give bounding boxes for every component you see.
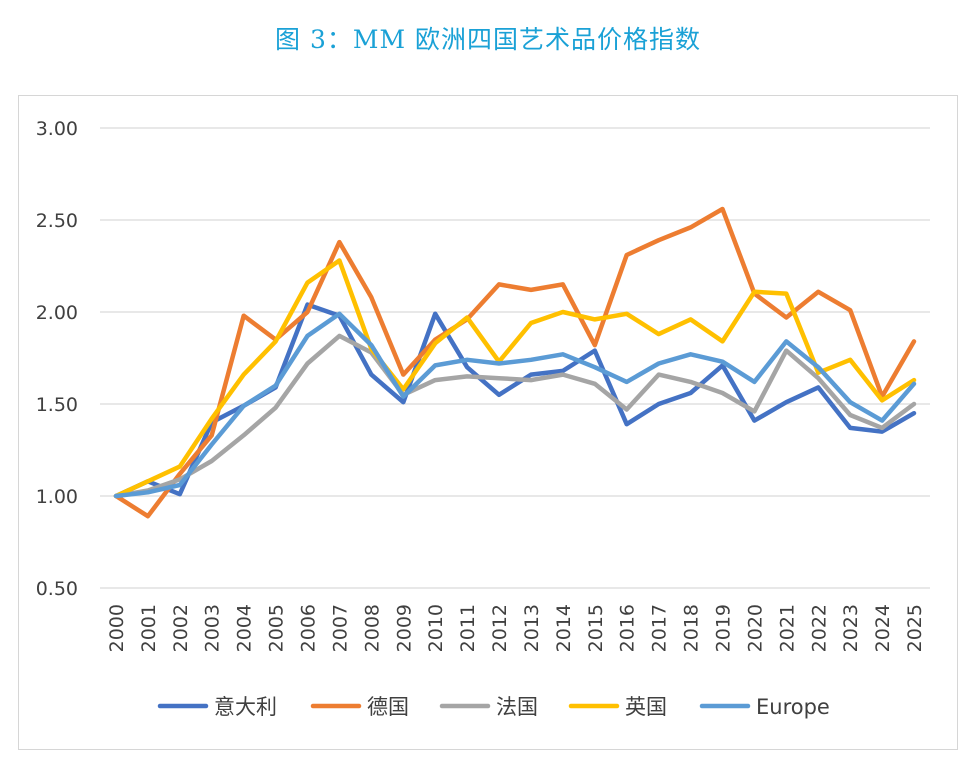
x-tick-label: 2012 [489,604,511,652]
x-tick-label: 2000 [106,604,128,652]
x-tick-label: 2014 [553,604,575,652]
x-tick-label: 2019 [713,604,735,652]
x-tick-label: 2016 [617,604,639,652]
x-tick-label: 2022 [808,604,830,652]
x-tick-label: 2017 [649,604,671,652]
series-line-4 [113,311,917,499]
x-tick-label: 2006 [298,604,320,652]
series-lines [113,206,917,519]
x-tick-label: 2008 [361,604,383,652]
series-line-3 [113,258,917,499]
legend-label-4: Europe [756,695,830,719]
x-tick-label: 2018 [681,604,703,652]
x-tick-label: 2015 [585,604,607,652]
legend-label-2: 法国 [496,695,538,719]
x-tick-label: 2002 [170,604,192,652]
y-tick-label: 2.00 [36,302,78,324]
chart-title: 图 3：MM 欧洲四国艺术品价格指数 [275,25,701,54]
x-tick-label: 2021 [776,604,798,652]
x-tick-label: 2024 [872,604,894,652]
y-tick-label: 2.50 [36,210,78,232]
gridlines [100,127,930,589]
y-tick-label: 3.00 [36,118,78,140]
y-tick-label: 1.50 [36,394,78,416]
x-tick-label: 2005 [266,604,288,652]
x-tick-label: 2025 [904,604,926,652]
x-tick-label: 2004 [234,604,256,652]
x-tick-label: 2007 [329,604,351,652]
series-line-0 [113,302,917,499]
x-tick-label: 2023 [840,604,862,652]
x-tick-label: 2001 [138,604,160,652]
x-tick-label: 2010 [425,604,447,652]
x-tick-label: 2013 [521,604,543,652]
x-tick-label: 2020 [744,604,766,652]
x-tick-label: 2009 [393,604,415,652]
legend-label-1: 德国 [367,695,409,719]
y-tick-label: 0.50 [36,578,78,600]
legend: 意大利 德国 法国 英国 Europe [157,695,830,719]
y-axis-ticks: 0.50 1.00 1.50 2.00 2.50 3.00 [36,118,78,600]
legend-label-3: 英国 [625,695,667,719]
legend-label-0: 意大利 [214,695,277,719]
x-tick-label: 2003 [202,604,224,652]
y-tick-label: 1.00 [36,486,78,508]
chart-frame [18,95,958,750]
series-line-2 [113,333,917,499]
x-axis-ticks: 2000 2001 2002 2003 2004 2005 2006 2007 2008 2009… [106,604,926,652]
series-line-1 [113,206,917,519]
x-tick-label: 2011 [457,604,479,652]
